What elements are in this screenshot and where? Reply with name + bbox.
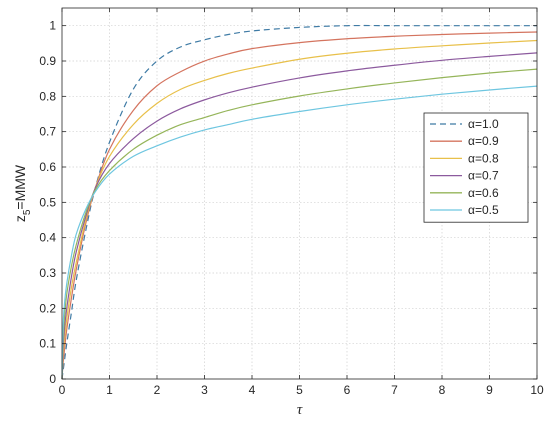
legend-label-3: α=0.8 <box>468 151 499 165</box>
x-tick-label: 3 <box>201 383 208 397</box>
y-tick-label: 1 <box>49 19 56 33</box>
legend-items: α=1.0 α=0.9 α=0.8 α=0.7 α=0.6 α=0.5 <box>430 117 499 217</box>
x-tick-label: 0 <box>59 383 66 397</box>
x-tick-label: 9 <box>486 383 493 397</box>
y-axis-label-sub: 5 <box>22 209 33 215</box>
y-tick-label: 0.7 <box>39 125 56 139</box>
series-lines <box>61 24 538 380</box>
legend-label-2: α=0.9 <box>468 134 499 148</box>
y-tick-label: 0.2 <box>39 301 56 315</box>
legend-box <box>423 112 529 223</box>
x-axis-label: τ <box>297 402 303 418</box>
y-tick-label: 0.6 <box>39 160 56 174</box>
series-line-2 <box>61 31 538 380</box>
series-line-5 <box>61 68 538 380</box>
x-tick-label: 1 <box>106 383 113 397</box>
y-tick-label: 0 <box>49 372 56 386</box>
x-tick-label: 7 <box>391 383 398 397</box>
x-tick-label: 5 <box>296 383 303 397</box>
legend: α=1.0 α=0.9 α=0.8 α=0.7 α=0.6 α=0.5 <box>423 112 529 223</box>
x-tick-label: 4 <box>249 383 256 397</box>
y-axis-label-main: z <box>12 215 28 222</box>
x-tick-label: 10 <box>530 383 544 397</box>
legend-label-1: α=1.0 <box>468 117 499 131</box>
legend-label-4: α=0.7 <box>468 169 499 183</box>
legend-label-6: α=0.5 <box>468 203 499 217</box>
x-tick-label: 8 <box>439 383 446 397</box>
y-tick-label: 0.1 <box>39 337 56 351</box>
y-tick-label: 0.9 <box>39 54 56 68</box>
y-axis-label-rest: =MMW <box>12 164 28 210</box>
y-tick-label: 0.5 <box>39 195 56 209</box>
x-tick-label: 6 <box>344 383 351 397</box>
y-axis-label: z5=MMW <box>12 164 33 222</box>
ticks: 0 1 2 3 4 5 6 7 8 9 10 0 0.1 0.2 0.3 0.4 0.5 0.6 0.7 0.8 0.9… <box>39 8 544 397</box>
series-line-6 <box>61 85 538 380</box>
y-tick-label: 0.4 <box>39 231 56 245</box>
series-line-3 <box>61 39 538 380</box>
series-line-4 <box>61 52 538 380</box>
legend-label-5: α=0.6 <box>468 186 499 200</box>
y-tick-label: 0.3 <box>39 266 56 280</box>
series-line-1 <box>61 24 537 380</box>
x-tick-label: 2 <box>154 383 161 397</box>
y-tick-label: 0.8 <box>39 89 56 103</box>
